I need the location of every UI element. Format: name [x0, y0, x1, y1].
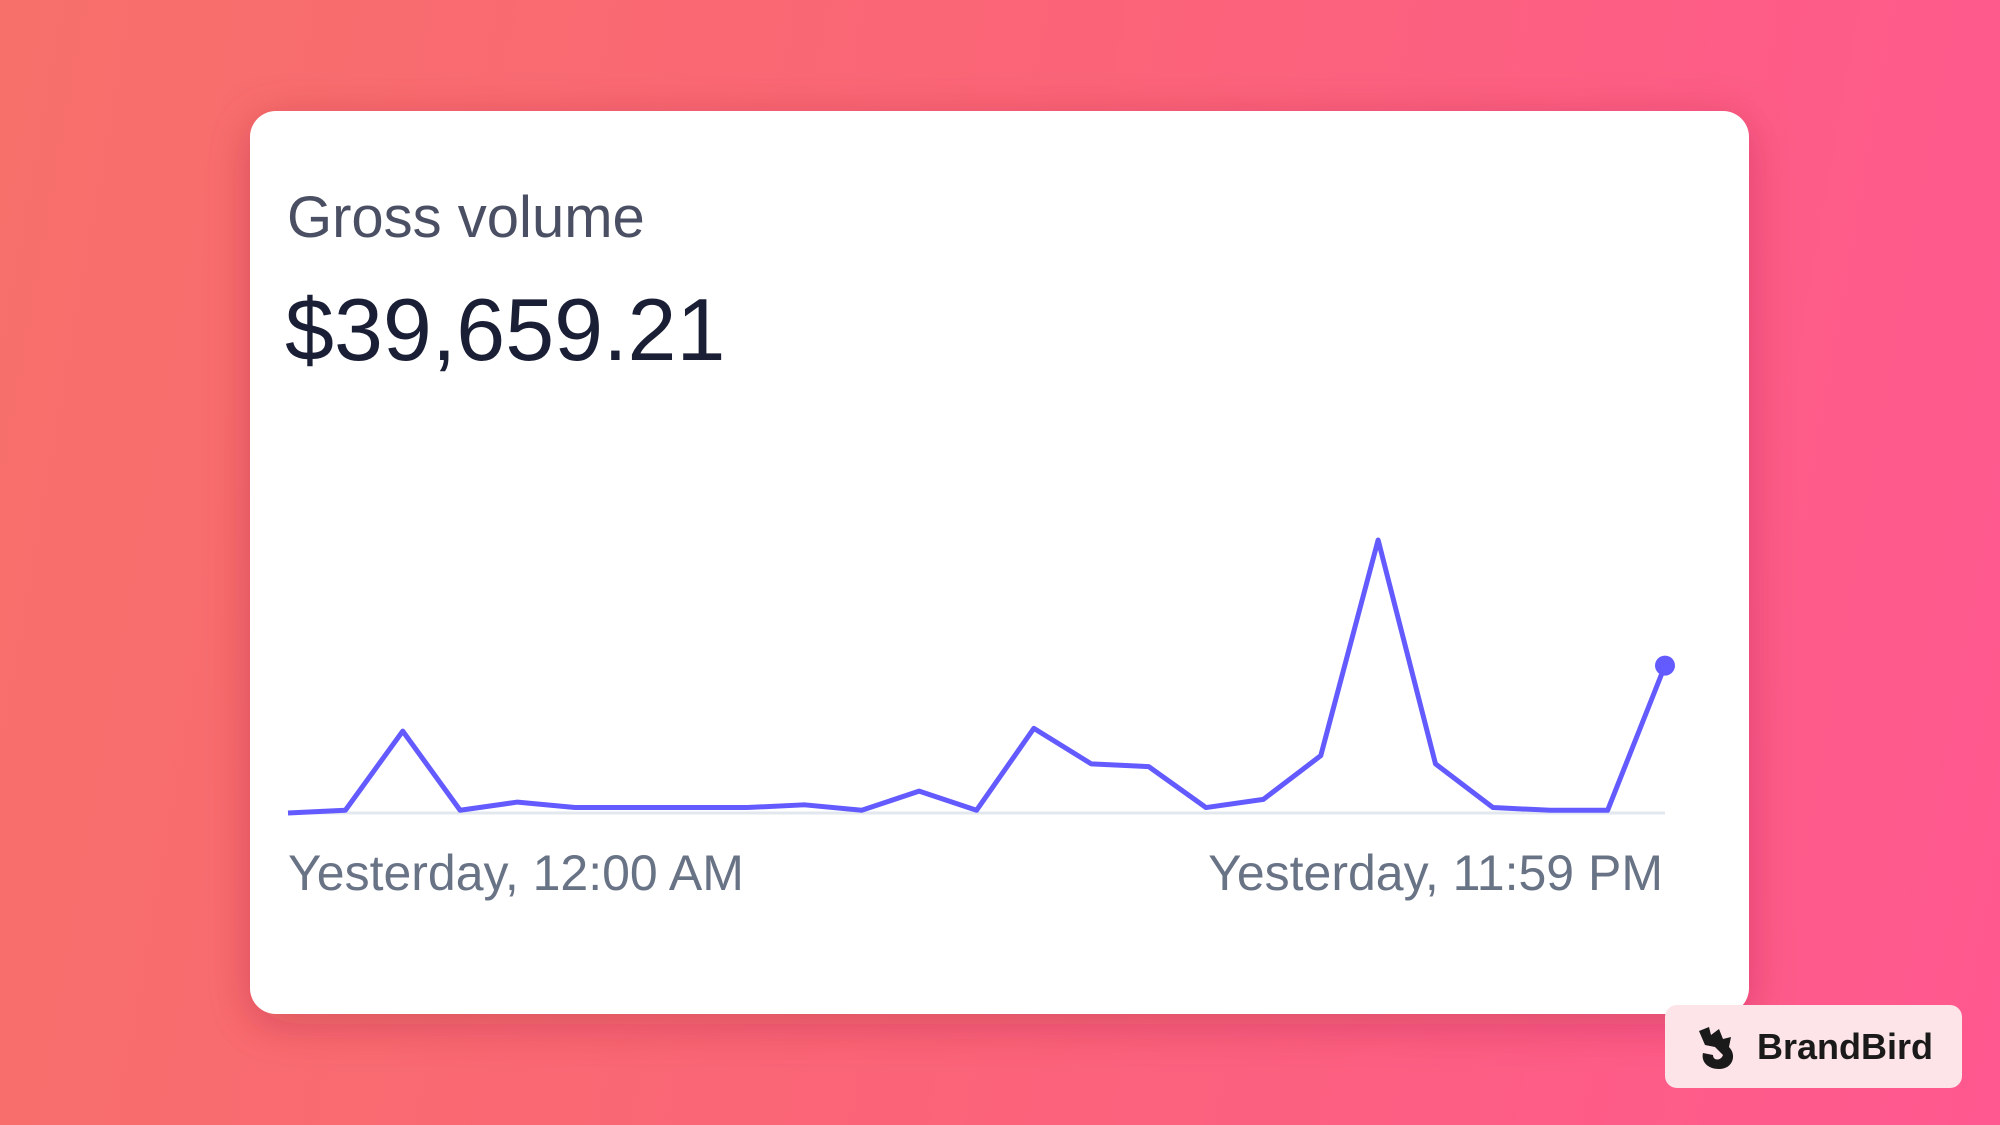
card	[250, 111, 1749, 1014]
plot	[287, 537, 1675, 816]
start-label: Yesterday, 12:00 AM	[288, 845, 744, 901]
end-label: Yesterday, 11:59 PM	[1208, 845, 1663, 901]
card-title: Gross volume	[287, 185, 645, 250]
end-dot	[1655, 655, 1675, 676]
watermark-text: BrandBird	[1757, 1026, 1933, 1067]
watermark-box	[1665, 1005, 1962, 1088]
amount: $39,659.21	[285, 280, 725, 379]
line	[287, 537, 1668, 816]
watermark-icon	[1699, 1027, 1734, 1069]
